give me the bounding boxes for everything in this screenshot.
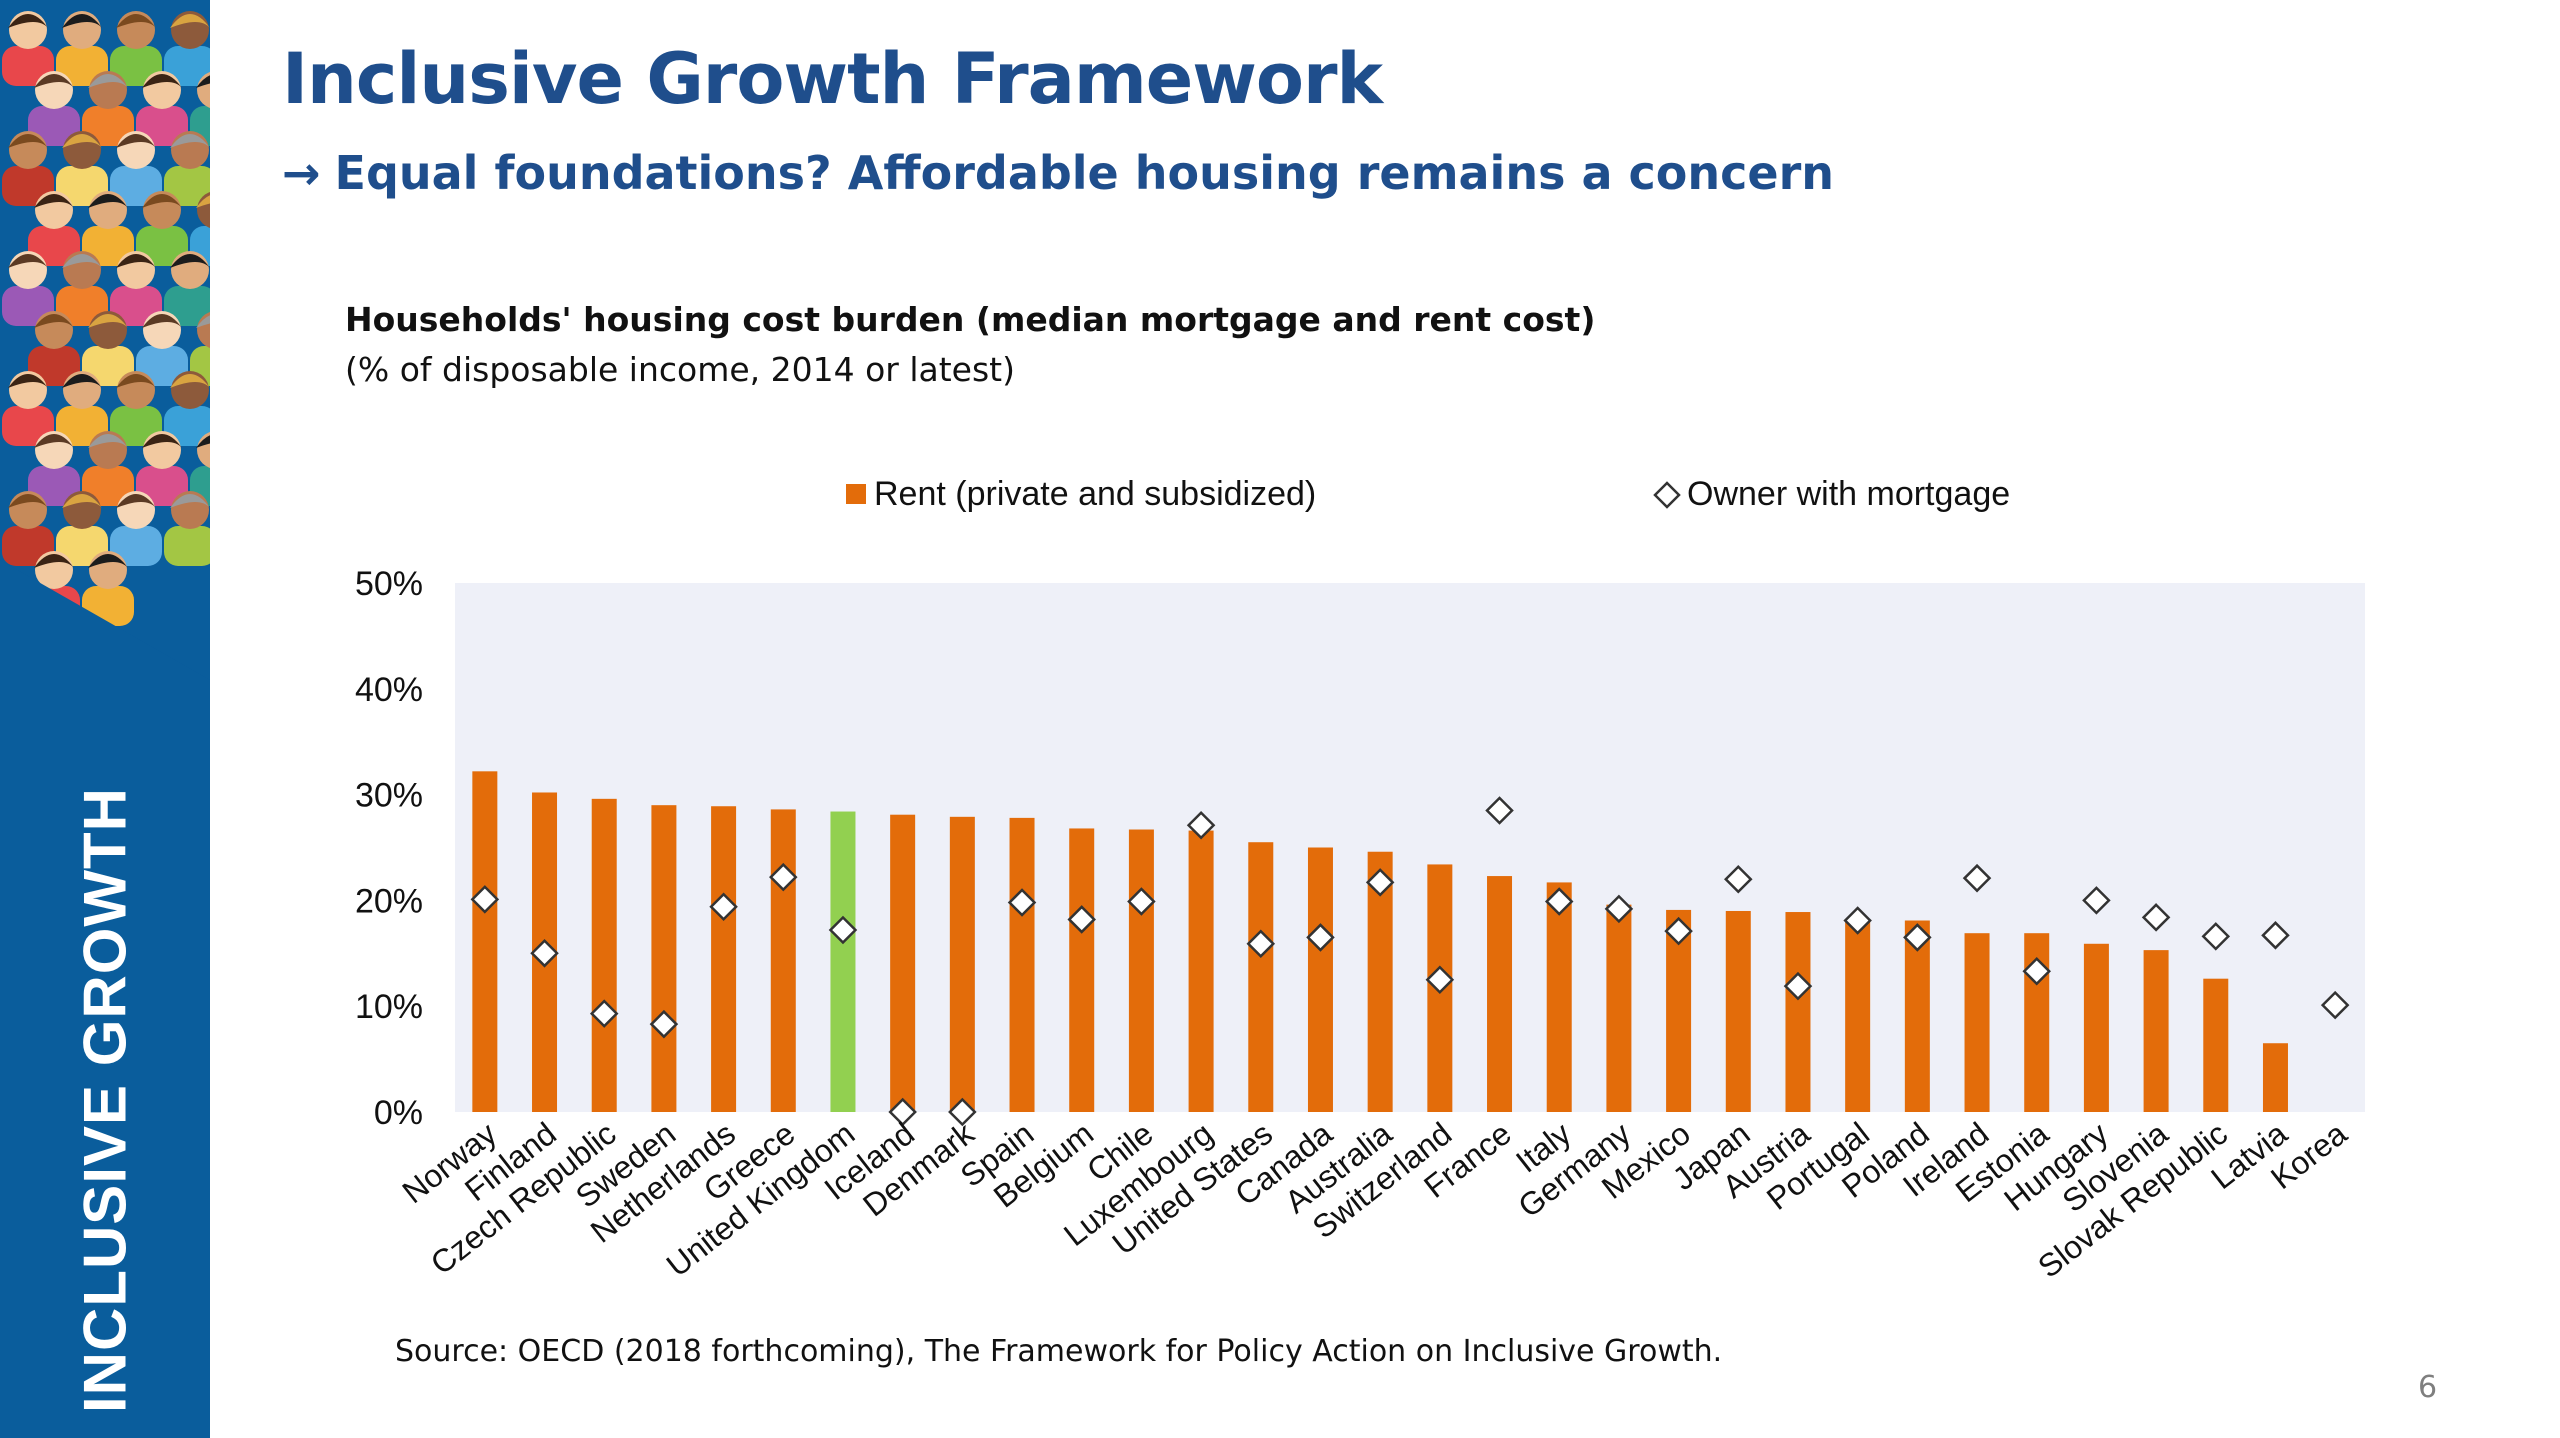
marker-mexico xyxy=(1664,916,1693,946)
people-illustration xyxy=(0,11,210,680)
marker-belgium xyxy=(1067,905,1096,934)
chart: 0% 10% 20% 30% 40% 50% Rent (private and subsi… xyxy=(355,475,2365,1285)
marker-portugal xyxy=(1843,906,1872,935)
bar-slovenia xyxy=(2143,950,2169,1112)
marker-germany xyxy=(1604,894,1634,924)
marker-denmark xyxy=(948,1097,977,1127)
page-subtitle-text: Equal foundations? Affordable housing re… xyxy=(334,146,1835,200)
marker-slovak-republic xyxy=(2201,922,2231,951)
marker-united-kingdom xyxy=(828,915,858,945)
bar-france xyxy=(1487,876,1513,1112)
bar-canada xyxy=(1307,847,1333,1112)
marker-united-states xyxy=(1246,929,1276,959)
marker-australia xyxy=(1365,868,1395,897)
marker-sweden xyxy=(649,1009,679,1039)
bar-germany xyxy=(1606,904,1632,1112)
marker-greece xyxy=(769,862,798,892)
bar-netherlands xyxy=(711,806,737,1112)
bar-chile xyxy=(1128,829,1154,1112)
y-tick-label: 50% xyxy=(355,565,423,603)
marker-estonia xyxy=(2022,957,2051,986)
legend-swatch-rent xyxy=(846,484,866,504)
marker-poland xyxy=(1903,923,1932,952)
marker-spain xyxy=(1007,888,1037,917)
marker-latvia xyxy=(2261,921,2290,950)
bar-czech-republic xyxy=(591,798,617,1112)
bar-iceland xyxy=(890,814,916,1112)
bar-spain xyxy=(1009,817,1035,1112)
marker-czech-republic xyxy=(589,999,619,1028)
bar-poland xyxy=(1904,920,1930,1112)
bar-ireland xyxy=(1964,933,1990,1112)
bar-denmark xyxy=(949,816,975,1112)
bar-italy xyxy=(1546,882,1572,1112)
bar-austria xyxy=(1785,912,1811,1112)
page-subtitle: → Equal foundations? Affordable housing r… xyxy=(282,146,1834,200)
marker-japan xyxy=(1724,864,1753,894)
chart-title: Households' housing cost burden (median … xyxy=(345,300,1596,339)
marker-norway xyxy=(470,885,500,914)
legend: Rent (private and subsidized) Owner with … xyxy=(846,475,2010,513)
bar-latvia xyxy=(2262,1043,2288,1112)
marker-luxembourg xyxy=(1186,811,1216,840)
bar-belgium xyxy=(1069,828,1095,1112)
source-note: Source: OECD (2018 forthcoming), The Fra… xyxy=(395,1334,1723,1369)
bar-slovak-republic xyxy=(2203,978,2229,1112)
bar-sweden xyxy=(651,805,677,1112)
y-tick-label: 40% xyxy=(355,671,423,709)
legend-label-mortgage: Owner with mortgage xyxy=(1687,475,2010,513)
bar-united-kingdom xyxy=(830,811,856,1112)
marker-austria xyxy=(1783,971,1813,1001)
marker-ireland xyxy=(1962,863,1992,893)
sidebar: INCLUSIVE GROWTH xyxy=(0,0,210,1438)
page-number: 6 xyxy=(2418,1370,2438,1405)
legend-label-rent: Rent (private and subsidized) xyxy=(874,475,1316,513)
marker-canada xyxy=(1306,923,1335,952)
marker-france xyxy=(1485,796,1514,825)
marker-finland xyxy=(530,939,559,968)
plot-area xyxy=(455,583,2365,1112)
bar-luxembourg xyxy=(1188,830,1214,1112)
bar-greece xyxy=(770,809,796,1112)
marker-slovenia xyxy=(2141,903,2171,932)
bar-norway xyxy=(472,771,498,1112)
bar-japan xyxy=(1725,910,1751,1112)
y-tick-label: 10% xyxy=(355,988,423,1026)
page-title: Inclusive Growth Framework xyxy=(282,38,1383,120)
y-tick-label: 20% xyxy=(355,882,423,920)
marker-korea xyxy=(2320,990,2350,1020)
bar-united-states xyxy=(1248,842,1274,1112)
marker-netherlands xyxy=(709,892,738,922)
arrow-right-icon: → xyxy=(282,146,321,200)
marker-iceland xyxy=(888,1097,917,1127)
marker-italy xyxy=(1544,887,1574,916)
y-tick-label: 0% xyxy=(374,1094,423,1132)
marker-switzerland xyxy=(1425,965,1455,995)
bar-portugal xyxy=(1845,919,1871,1112)
y-tick-label: 30% xyxy=(355,777,423,815)
legend-swatch-mortgage xyxy=(1653,481,1681,509)
chart-subtitle: (% of disposable income, 2014 or latest) xyxy=(345,350,1015,389)
marker-hungary xyxy=(2082,886,2111,915)
bar-hungary xyxy=(2083,943,2109,1112)
marker-chile xyxy=(1127,887,1156,916)
